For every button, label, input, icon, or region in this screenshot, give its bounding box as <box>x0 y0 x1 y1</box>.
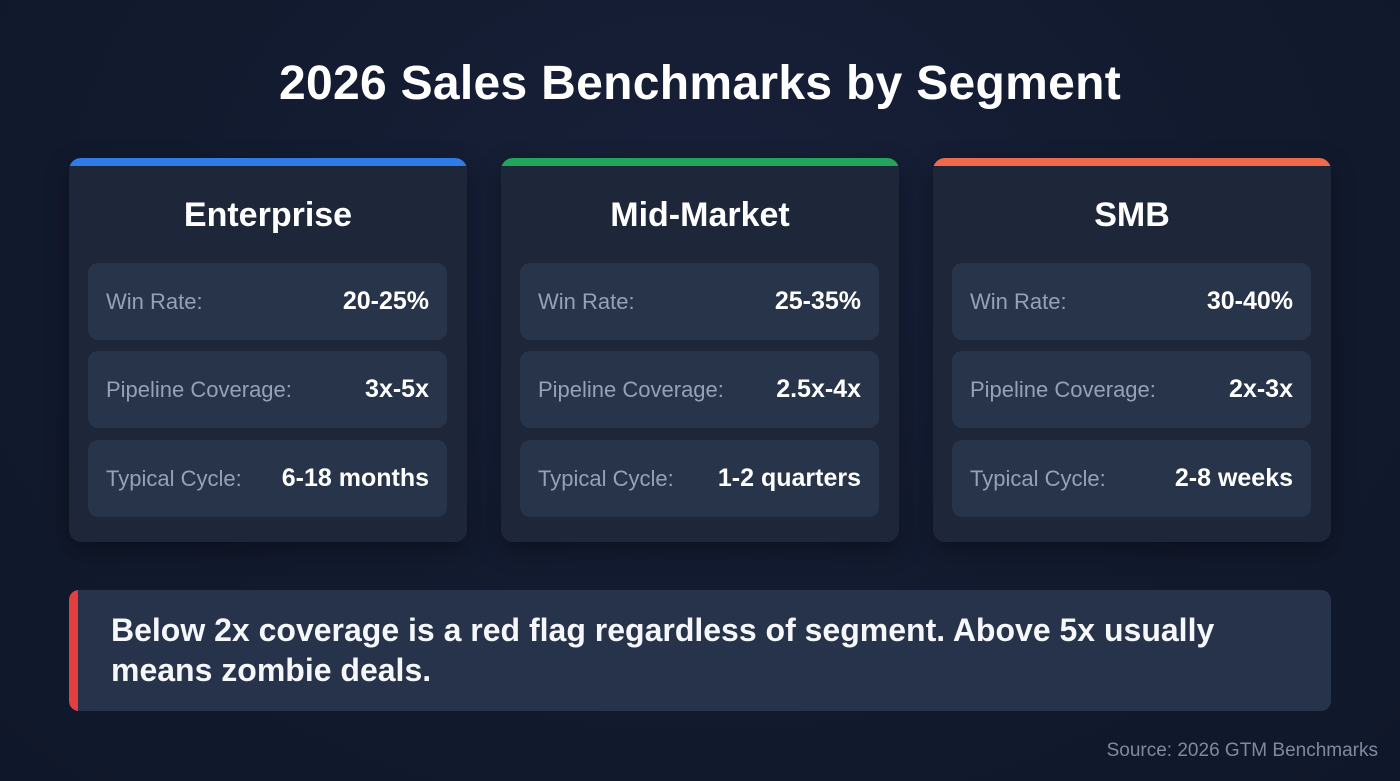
metric-win-rate: Win Rate: 25-35% <box>520 263 879 340</box>
segment-card-smb: SMB Win Rate: 30-40% Pipeline Coverage: … <box>933 158 1331 542</box>
segment-title: Enterprise <box>183 196 353 234</box>
source-note: Source: 2026 GTM Benchmarks <box>1106 740 1378 761</box>
metric-value: 6-18 months <box>281 464 429 492</box>
metric-label: Typical Cycle: <box>970 465 1106 491</box>
metric-label: Typical Cycle: <box>538 465 674 491</box>
metric-value: 1-2 quarters <box>717 464 861 492</box>
callout-text: Below 2x coverage is a red flag regardle… <box>111 612 1215 688</box>
metric-pipeline-coverage: Pipeline Coverage: 2.5x-4x <box>520 351 879 428</box>
segment-title: SMB <box>1094 196 1170 234</box>
metric-label: Win Rate: <box>538 288 635 314</box>
page-title: 2026 Sales Benchmarks by Segment <box>278 57 1122 110</box>
metric-value: 2-8 weeks <box>1174 464 1293 492</box>
card-accent-bar <box>69 158 467 166</box>
metric-typical-cycle: Typical Cycle: 6-18 months <box>88 440 447 517</box>
metric-pipeline-coverage: Pipeline Coverage: 2x-3x <box>952 351 1311 428</box>
metric-value: 30-40% <box>1206 287 1293 315</box>
metric-label: Pipeline Coverage: <box>970 376 1156 402</box>
metric-value: 2.5x-4x <box>776 375 861 403</box>
metric-label: Win Rate: <box>106 288 203 314</box>
metric-typical-cycle: Typical Cycle: 1-2 quarters <box>520 440 879 517</box>
segment-card-mid-market: Mid-Market Win Rate: 25-35% Pipeline Cov… <box>501 158 899 542</box>
metric-value: 25-35% <box>774 287 861 315</box>
segment-title: Mid-Market <box>610 196 790 234</box>
callout-accent-bar <box>69 590 78 711</box>
metric-typical-cycle: Typical Cycle: 2-8 weeks <box>952 440 1311 517</box>
card-accent-bar <box>501 158 899 166</box>
callout-box: Below 2x coverage is a red flag regardle… <box>69 590 1331 711</box>
metric-label: Win Rate: <box>970 288 1067 314</box>
metric-value: 3x-5x <box>365 375 429 403</box>
metric-value: 20-25% <box>342 287 429 315</box>
metric-label: Typical Cycle: <box>106 465 242 491</box>
metric-label: Pipeline Coverage: <box>106 376 292 402</box>
segment-card-enterprise: Enterprise Win Rate: 20-25% Pipeline Cov… <box>69 158 467 542</box>
metric-value: 2x-3x <box>1229 375 1293 403</box>
metric-win-rate: Win Rate: 20-25% <box>88 263 447 340</box>
metric-label: Pipeline Coverage: <box>538 376 724 402</box>
card-accent-bar <box>933 158 1331 166</box>
metric-win-rate: Win Rate: 30-40% <box>952 263 1311 340</box>
metric-pipeline-coverage: Pipeline Coverage: 3x-5x <box>88 351 447 428</box>
